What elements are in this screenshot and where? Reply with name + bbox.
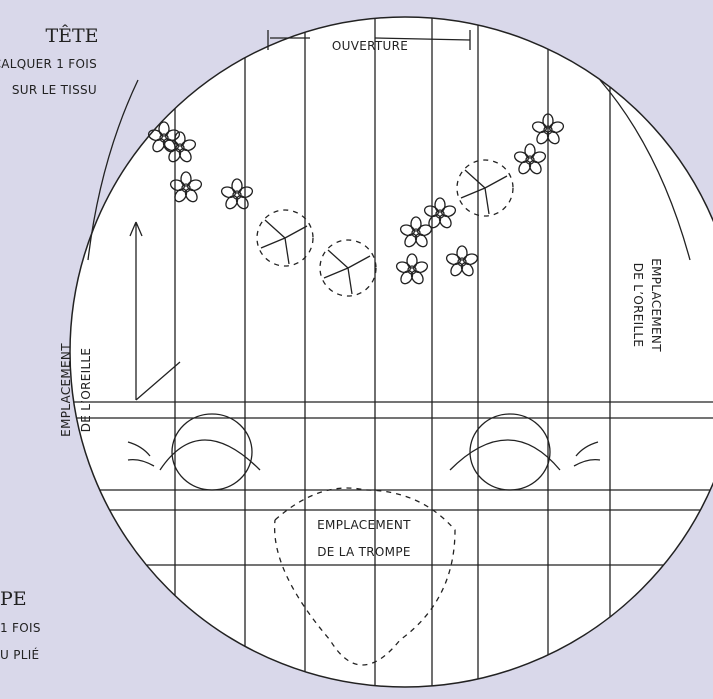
ear-label: DE L’OREILLE (79, 348, 93, 433)
pattern: TÊTE CALQUER 1 FOIS SUR LE TISSU OUVERTU… (0, 0, 713, 699)
footer-line: 1 FOIS (0, 621, 41, 635)
trunk-label: EMPLACEMENT (317, 518, 411, 532)
head-outline (70, 17, 713, 687)
ear-label: EMPLACEMENT (59, 343, 73, 437)
page: {"header":{"title":"TÊTE","lines":["CALQ… (0, 0, 713, 699)
instruction: SUR LE TISSU (12, 83, 97, 97)
ear-label: EMPLACEMENT (649, 258, 663, 352)
footer-title: PE (0, 588, 27, 610)
ear-label: DE L’OREILLE (631, 263, 645, 348)
title: TÊTE (45, 24, 98, 47)
opening-label: OUVERTURE (332, 39, 408, 53)
instruction: CALQUER 1 FOIS (0, 57, 97, 71)
trunk-label: DE LA TROMPE (317, 545, 411, 559)
footer-line: U PLIÉ (0, 647, 39, 662)
